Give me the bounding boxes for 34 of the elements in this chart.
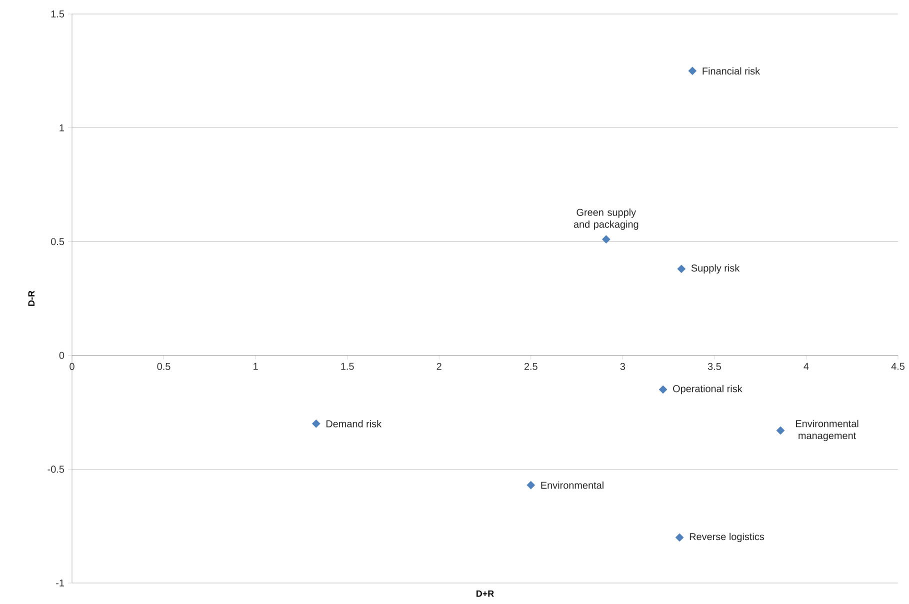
point <box>688 66 697 76</box>
x-tick-label: 4 <box>804 362 809 370</box>
y-tick-label: 1 <box>60 124 64 132</box>
point <box>526 480 536 490</box>
x-tick-label: 0.5 <box>157 362 170 370</box>
x-tick-label: 2.5 <box>524 362 538 370</box>
y-tick-label: 1.5 <box>51 10 64 18</box>
x-tick-label: 2 <box>436 362 442 370</box>
annotation: Green supply and packaging <box>574 208 638 230</box>
point <box>776 426 785 435</box>
x-tick-label: 3 <box>620 362 626 370</box>
annotation: Demand risk <box>326 420 382 428</box>
annotation: Environmental <box>541 481 604 489</box>
x-tick-label: 4.5 <box>891 362 905 370</box>
annotation: Supply risk <box>691 264 740 274</box>
annotation: Operational risk <box>673 384 742 394</box>
x-tick-label: 3.5 <box>708 362 721 370</box>
y-tick-label: 0.5 <box>51 238 64 246</box>
x-tick-label: 1 <box>254 362 258 370</box>
annotation: Financial risk <box>702 67 760 75</box>
point <box>658 385 668 394</box>
point <box>677 264 686 274</box>
annotation: Reverse logistics <box>690 532 764 542</box>
x-axis-title: D+R <box>476 590 494 597</box>
y-axis-title: D-R <box>28 290 34 306</box>
y-tick-label: -0.5 <box>48 466 64 473</box>
x-tick-label: 1.5 <box>341 362 354 370</box>
y-tick-label: -1 <box>56 580 64 586</box>
annotation: Environmental management <box>796 420 858 442</box>
point <box>675 533 684 542</box>
x-tick-label: 0 <box>70 362 74 370</box>
point <box>602 235 610 244</box>
point <box>312 419 320 428</box>
y-tick-label: 0 <box>59 352 64 359</box>
